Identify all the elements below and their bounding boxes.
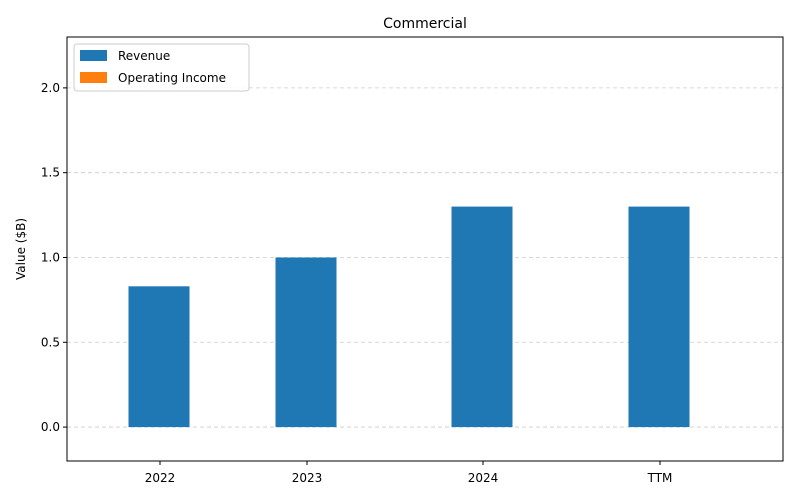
y-tick-label: 1.5 <box>41 166 60 180</box>
y-axis-label: Value ($B) <box>14 218 28 280</box>
chart-title: Commercial <box>383 16 467 32</box>
plot-frame <box>66 36 784 462</box>
y-axis: 0.0 0.5 1.0 1.5 2.0 <box>41 81 67 434</box>
bars <box>128 206 690 428</box>
bar-revenue <box>628 206 690 428</box>
x-tick-label: 2022 <box>145 471 176 485</box>
x-tick-label: 2023 <box>292 471 323 485</box>
y-tick-label: 2.0 <box>41 81 60 95</box>
x-tick-label: TTM <box>647 471 673 485</box>
bar-revenue <box>128 286 190 428</box>
x-axis: 2022 2023 2024 TTM <box>145 461 673 485</box>
legend-swatch <box>80 72 107 83</box>
legend-entry: Operating Income <box>118 71 226 85</box>
legend-box <box>73 43 250 92</box>
legend-entry: Revenue <box>118 49 170 63</box>
legend: Revenue Operating Income <box>73 43 250 92</box>
y-tick-label: 1.0 <box>41 250 60 264</box>
y-tick-label: 0.5 <box>41 335 60 349</box>
bar-revenue <box>451 206 513 428</box>
bar-revenue <box>275 257 337 428</box>
x-tick-label: 2024 <box>468 471 499 485</box>
legend-swatch <box>80 50 107 61</box>
y-tick-label: 0.0 <box>41 420 60 434</box>
